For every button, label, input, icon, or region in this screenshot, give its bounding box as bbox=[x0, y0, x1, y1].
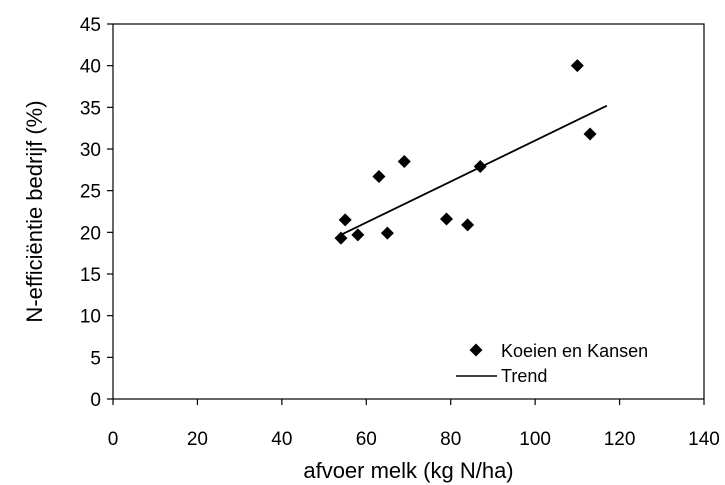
data-point bbox=[570, 59, 584, 73]
y-tick-label: 5 bbox=[90, 348, 101, 369]
data-point bbox=[334, 231, 348, 245]
y-tick-label: 15 bbox=[80, 265, 101, 286]
x-tick-label: 100 bbox=[519, 429, 551, 450]
legend: Koeien en Kansen Trend bbox=[456, 341, 648, 386]
y-axis-title: N-efficiëntie bedrijf (%) bbox=[22, 100, 47, 322]
y-axis: 0 5 10 15 20 25 30 35 40 45 bbox=[80, 15, 113, 411]
trend-layer bbox=[340, 104, 608, 236]
x-tick-label: 80 bbox=[440, 429, 461, 450]
data-points bbox=[334, 59, 597, 245]
x-tick-label: 0 bbox=[108, 429, 119, 450]
data-point bbox=[473, 160, 487, 173]
y-tick-label: 20 bbox=[80, 223, 101, 244]
y-tick-label: 25 bbox=[80, 182, 101, 203]
data-point bbox=[439, 212, 453, 226]
x-tick-label: 40 bbox=[271, 429, 292, 450]
legend-diamond-icon bbox=[469, 343, 483, 357]
y-tick-label: 0 bbox=[90, 390, 101, 411]
x-tick-label: 60 bbox=[356, 429, 377, 450]
x-axis: 0 20 40 60 80 100 120 140 bbox=[108, 399, 720, 450]
x-tick-label: 120 bbox=[604, 429, 636, 450]
data-point bbox=[372, 170, 386, 183]
y-tick-label: 40 bbox=[80, 57, 101, 78]
data-point bbox=[338, 213, 352, 227]
y-tick-label: 10 bbox=[80, 307, 101, 328]
data-point bbox=[461, 218, 475, 232]
data-point bbox=[351, 228, 365, 242]
data-point bbox=[583, 127, 597, 141]
data-point bbox=[380, 226, 394, 240]
y-tick-label: 45 bbox=[80, 15, 101, 36]
legend-label-trend: Trend bbox=[501, 366, 547, 386]
x-tick-label: 20 bbox=[187, 429, 208, 450]
legend-label-koeien-en-kansen: Koeien en Kansen bbox=[501, 341, 648, 361]
x-tick-label: 140 bbox=[688, 429, 720, 450]
plot-area bbox=[112, 23, 705, 400]
y-tick-label: 30 bbox=[80, 140, 101, 161]
trend-line bbox=[340, 104, 608, 236]
data-point bbox=[397, 155, 411, 168]
plot-frame bbox=[112, 23, 705, 400]
x-axis-title: afvoer melk (kg N/ha) bbox=[303, 458, 513, 483]
y-tick-label: 35 bbox=[80, 98, 101, 119]
